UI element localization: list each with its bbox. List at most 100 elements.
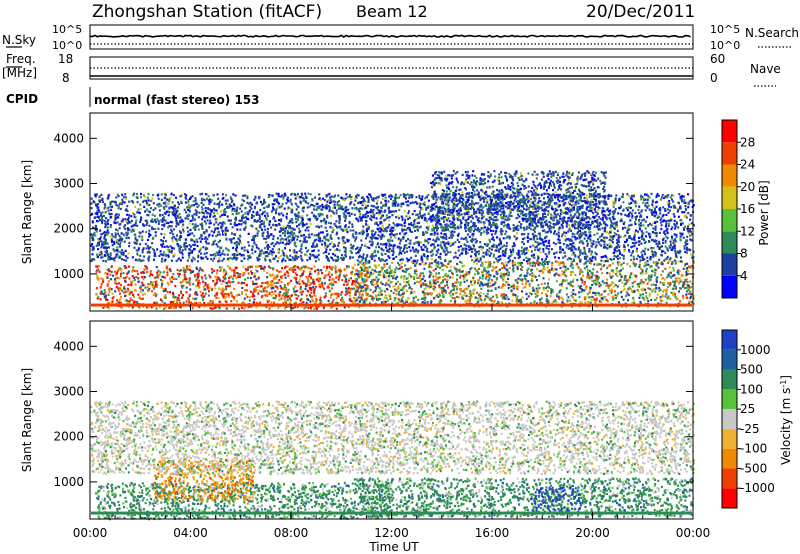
range-cell [330, 306, 333, 309]
range-cell [623, 278, 626, 281]
range-cell [152, 293, 155, 297]
range-cell [584, 301, 587, 304]
range-cell [154, 227, 157, 230]
range-cell [244, 305, 247, 308]
range-cell [418, 277, 421, 280]
range-cell [253, 275, 256, 278]
range-cell [555, 301, 558, 304]
range-cell [340, 291, 343, 294]
range-cell [384, 294, 387, 297]
range-cell [265, 306, 268, 309]
range-cell [229, 275, 232, 278]
range-cell [617, 263, 620, 266]
range-cell [371, 279, 374, 282]
range-cell [378, 291, 381, 294]
range-cell [321, 205, 324, 209]
range-cell [186, 215, 189, 218]
range-cell [564, 269, 567, 272]
range-cell [465, 294, 468, 297]
range-cell [570, 294, 573, 297]
range-cell [668, 272, 671, 275]
range-cell [661, 299, 664, 302]
range-cell [235, 277, 238, 280]
range-cell [276, 269, 278, 272]
range-cell [270, 285, 273, 289]
range-cell [243, 257, 246, 260]
range-cell [619, 273, 622, 276]
range-cell [258, 289, 261, 292]
range-cell [185, 291, 188, 294]
range-cell [180, 284, 183, 287]
range-cell [642, 201, 645, 204]
range-cell [582, 274, 584, 277]
range-cell [601, 265, 604, 268]
range-cell [247, 218, 250, 221]
range-cell [274, 285, 277, 288]
range-cell [412, 259, 415, 262]
range-cell [643, 298, 646, 301]
range-cell [360, 219, 363, 222]
range-cell [367, 226, 370, 229]
range-cell [655, 277, 658, 281]
range-cell [629, 265, 632, 268]
range-cell [207, 290, 210, 293]
range-cell [372, 283, 375, 287]
range-cell [532, 261, 535, 264]
range-cell [100, 214, 102, 217]
range-cell [253, 198, 256, 201]
range-cell [247, 266, 250, 269]
range-cell [542, 268, 545, 271]
range-cell [430, 272, 433, 276]
range-cell [289, 305, 292, 308]
range-cell [233, 208, 236, 211]
range-cell [310, 276, 313, 279]
range-cell [410, 276, 412, 279]
range-cell [490, 289, 493, 292]
range-cell [164, 240, 167, 243]
range-cell [687, 292, 690, 295]
range-cell [280, 280, 283, 284]
range-cell [295, 208, 298, 211]
range-cell [604, 296, 607, 299]
range-cell [186, 259, 189, 262]
range-cell [212, 280, 215, 283]
range-cell [198, 305, 201, 309]
range-cell [663, 278, 666, 281]
range-cell [204, 288, 207, 291]
range-cell [298, 282, 301, 286]
range-cell [334, 206, 336, 209]
range-cell [99, 298, 102, 301]
range-cell [284, 288, 287, 291]
range-cell [537, 263, 540, 266]
range-cell [386, 269, 389, 272]
range-cell [285, 202, 288, 205]
range-cell [596, 262, 599, 265]
range-cell [579, 268, 582, 271]
range-cell [337, 215, 340, 218]
range-cell [359, 213, 362, 216]
range-cell [279, 291, 282, 294]
nave-label: Nave [750, 62, 781, 76]
range-cell [273, 301, 276, 304]
range-cell [683, 264, 686, 267]
range-cell [504, 268, 507, 271]
range-cell [609, 283, 612, 286]
range-cell [153, 292, 156, 295]
range-cell [543, 282, 546, 285]
range-cell [394, 268, 397, 271]
range-cell [298, 267, 301, 270]
range-cell [259, 265, 262, 268]
range-cell [472, 279, 475, 282]
range-cell [371, 295, 374, 298]
range-cell [384, 283, 387, 287]
range-cell [629, 219, 632, 222]
range-cell [104, 233, 107, 236]
range-cell [385, 276, 387, 279]
range-cell [262, 267, 265, 270]
range-cell [107, 302, 110, 305]
range-cell [458, 270, 461, 273]
range-cell [580, 288, 583, 291]
range-cell [388, 285, 391, 288]
range-cell [187, 208, 189, 211]
range-cell [368, 266, 371, 269]
